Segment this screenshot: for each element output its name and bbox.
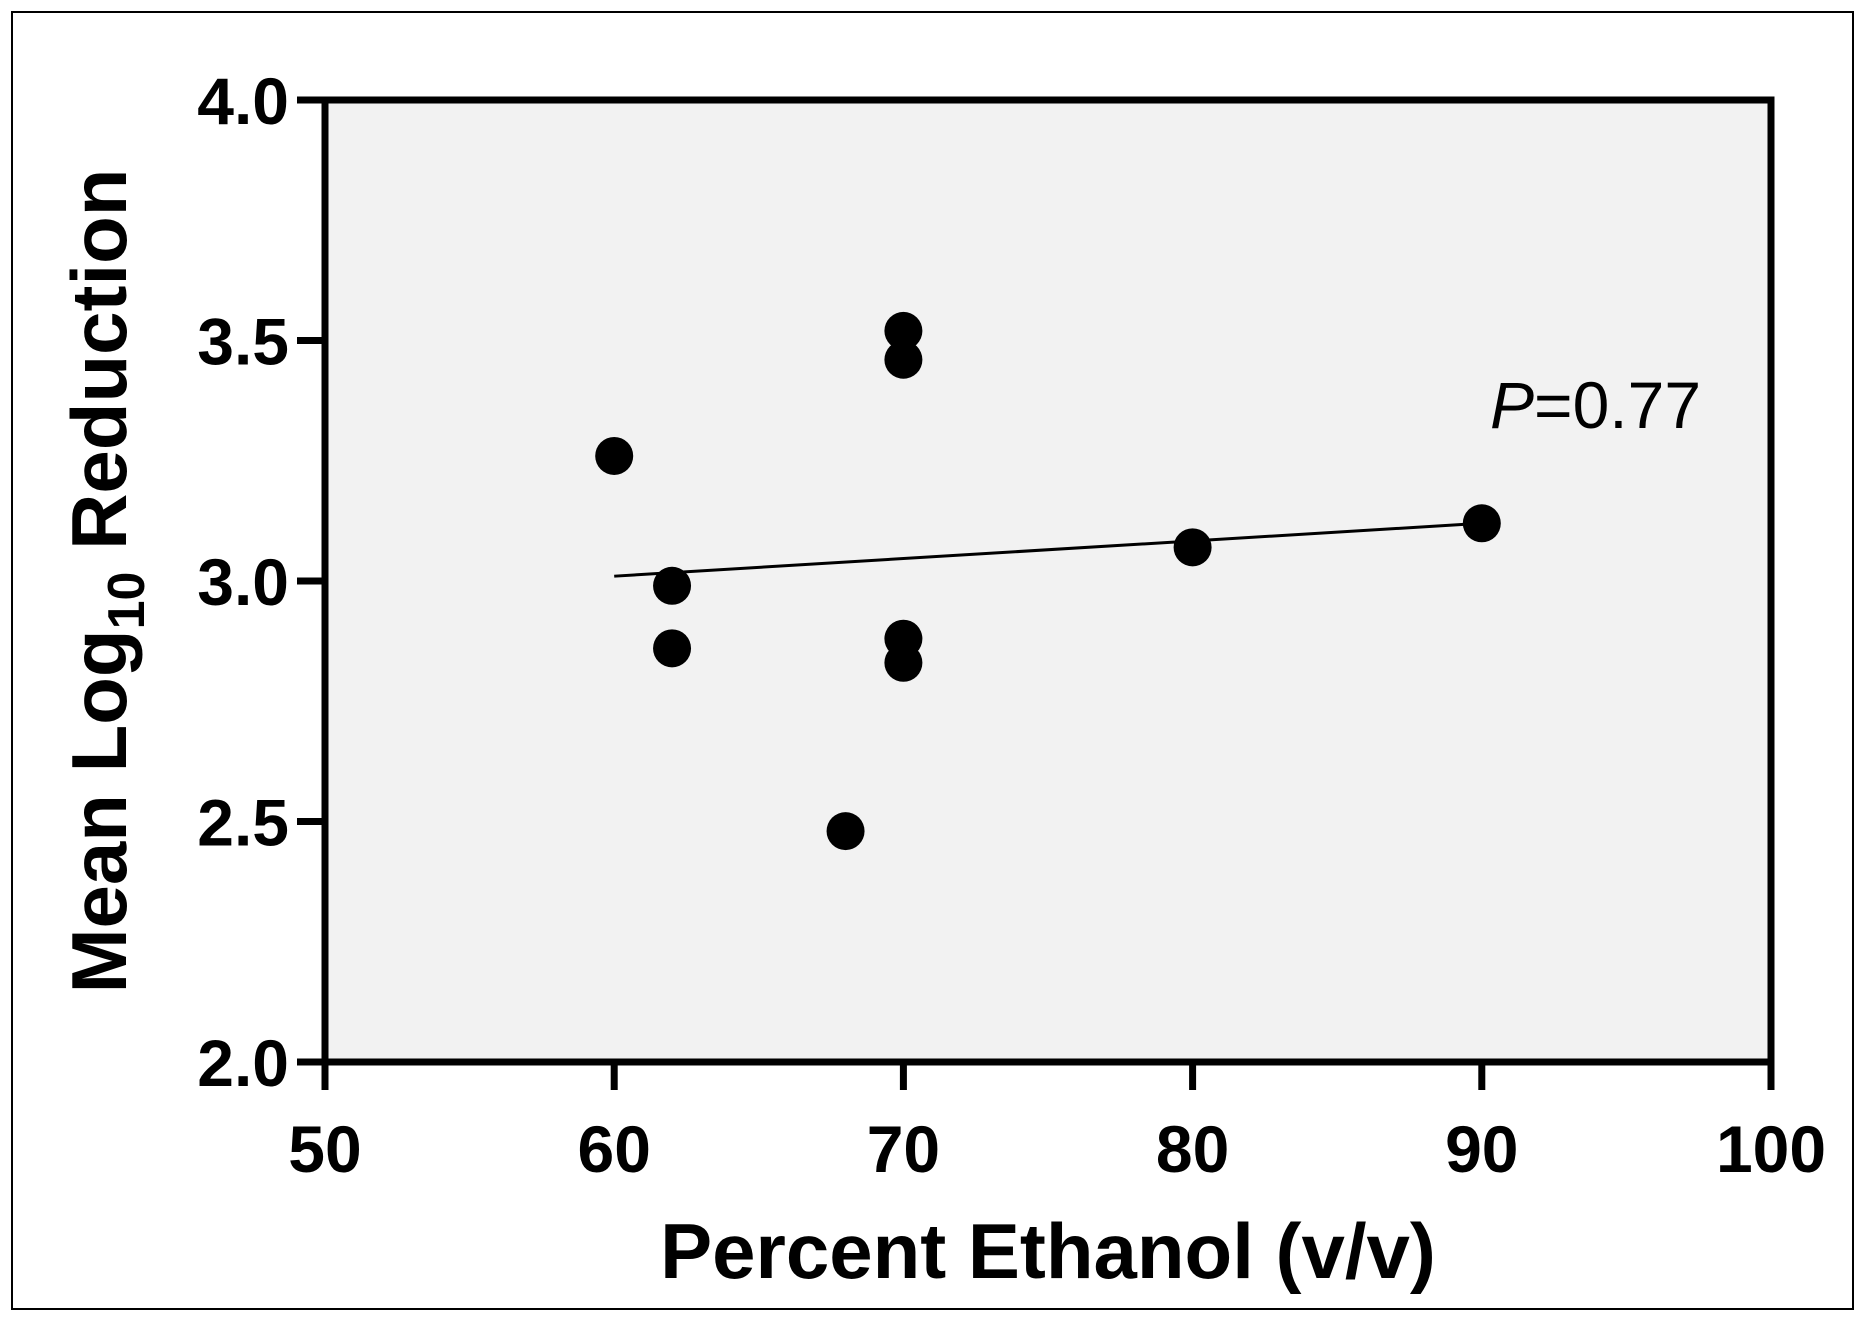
data-point bbox=[1462, 504, 1501, 543]
y-tick-label-3.5: 3.5 bbox=[197, 305, 289, 379]
regression-line bbox=[614, 521, 1482, 578]
data-point bbox=[653, 629, 692, 668]
data-point bbox=[1173, 528, 1212, 567]
data-point bbox=[884, 340, 923, 379]
y-axis-title-subscript: 10 bbox=[98, 572, 156, 630]
y-tick-label-3.0: 3.0 bbox=[197, 545, 289, 619]
p-value-text: =0.77 bbox=[1534, 368, 1701, 442]
p-value-italic: P bbox=[1490, 368, 1534, 442]
y-tick-label-2.5: 2.5 bbox=[197, 786, 289, 860]
x-tick-label-80: 80 bbox=[1156, 1112, 1229, 1186]
x-axis-ticks bbox=[321, 1062, 1775, 1090]
x-axis-title: Percent Ethanol (v/v) bbox=[660, 1207, 1436, 1295]
y-axis-title: Mean Log10 Reduction bbox=[55, 169, 156, 994]
x-tick-label-50: 50 bbox=[288, 1112, 361, 1186]
y-axis-title-prefix: Mean Log bbox=[55, 629, 143, 993]
p-value-annotation: P=0.77 bbox=[1490, 368, 1701, 442]
plot-area bbox=[321, 96, 1775, 1066]
data-point bbox=[884, 643, 923, 682]
data-point bbox=[595, 436, 634, 475]
x-tick-label-100: 100 bbox=[1716, 1112, 1826, 1186]
data-points bbox=[595, 311, 1501, 851]
data-point bbox=[884, 311, 923, 350]
x-tick-label-90: 90 bbox=[1445, 1112, 1518, 1186]
x-tick-label-60: 60 bbox=[577, 1112, 650, 1186]
y-tick-label-2.0: 2.0 bbox=[197, 1026, 289, 1100]
x-axis-tick-labels: 50 60 70 80 90 100 bbox=[288, 1112, 1826, 1186]
y-tick-label-4.0: 4.0 bbox=[197, 64, 289, 138]
y-axis-ticks bbox=[297, 96, 325, 1066]
y-axis-tick-labels: 2.0 2.5 3.0 3.5 4.0 bbox=[197, 64, 289, 1100]
data-point bbox=[826, 812, 865, 851]
x-tick-label-70: 70 bbox=[867, 1112, 940, 1186]
data-point bbox=[653, 566, 692, 605]
y-axis-title-suffix: Reduction bbox=[55, 169, 143, 572]
